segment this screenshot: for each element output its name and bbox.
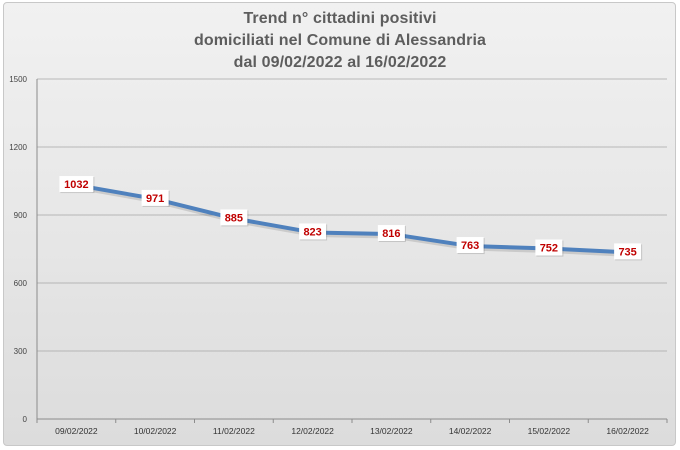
data-label-box: [59, 176, 94, 193]
y-tick-label: 1200: [9, 143, 27, 152]
data-label: 1032: [64, 179, 88, 191]
x-tick-label: 10/02/2022: [134, 426, 177, 436]
data-label-box: [220, 209, 248, 226]
data-label-box: [614, 243, 642, 260]
data-label-box: [377, 225, 405, 242]
data-label: 971: [146, 193, 164, 205]
chart-title-line-2: domiciliati nel Comune di Alessandria: [193, 32, 487, 49]
data-label: 885: [225, 212, 243, 224]
y-tick-label: 600: [14, 279, 28, 288]
x-tick-label: 14/02/2022: [449, 426, 492, 436]
x-tick-label: 13/02/2022: [370, 426, 413, 436]
x-tick-label: 11/02/2022: [213, 426, 255, 436]
chart-title-line-1: Trend n° cittadini positivi: [243, 10, 437, 27]
y-tick-label: 0: [23, 415, 28, 424]
x-tick-label: 09/02/2022: [55, 426, 98, 436]
data-label: 823: [303, 226, 321, 238]
data-label-box: [456, 237, 484, 254]
data-label: 752: [540, 243, 558, 255]
chart-title-line-3: dal 09/02/2022 al 16/02/2022: [233, 54, 447, 71]
data-label: 735: [618, 246, 636, 258]
x-tick-label: 16/02/2022: [606, 426, 649, 436]
data-label: 816: [382, 228, 400, 240]
y-tick-label: 900: [14, 211, 28, 220]
data-label-box: [299, 223, 327, 240]
x-tick-label: 12/02/2022: [291, 426, 334, 436]
chart-frame: [3, 2, 676, 446]
data-label: 763: [461, 240, 479, 252]
data-label-box: [141, 189, 169, 206]
data-label-box: [535, 239, 563, 256]
x-tick-label: 15/02/2022: [528, 426, 571, 436]
y-tick-label: 300: [14, 347, 28, 356]
y-tick-label: 1500: [9, 75, 27, 84]
